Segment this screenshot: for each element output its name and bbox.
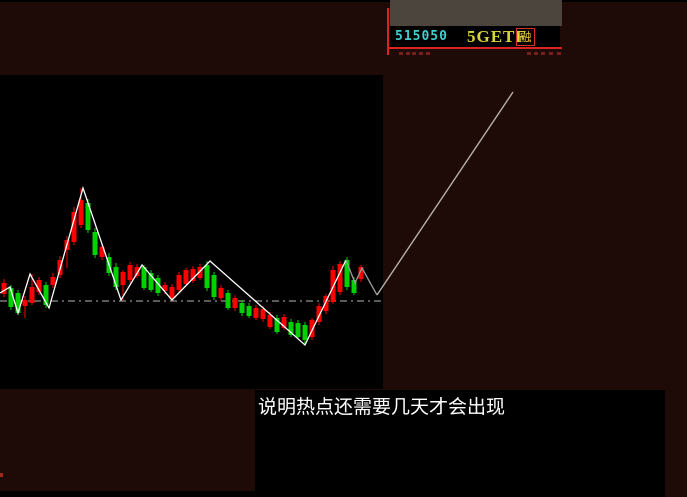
mini-tick bbox=[426, 52, 430, 55]
top-black-strip bbox=[0, 0, 687, 2]
annotation-note-panel: 说明热点还需要几天才会出现 bbox=[255, 390, 665, 497]
mini-tick bbox=[406, 52, 410, 55]
mini-tick bbox=[534, 52, 538, 55]
mini-tick bbox=[557, 52, 561, 55]
bottom-black-strip bbox=[0, 491, 665, 497]
note-text: 说明热点还需要几天才会出现 bbox=[258, 397, 506, 418]
mini-tick bbox=[419, 52, 423, 55]
mini-tick bbox=[412, 52, 416, 55]
quote-info-bar[interactable]: 515050 5GETF 融 bbox=[388, 26, 560, 47]
mini-tick bbox=[527, 52, 531, 55]
quote-red-underline bbox=[387, 47, 562, 49]
stock-name: 5GETF bbox=[467, 27, 527, 46]
quote-red-vertical-line bbox=[387, 8, 389, 55]
kline-chart-panel[interactable] bbox=[0, 75, 383, 389]
quote-window-titlebar[interactable] bbox=[390, 0, 562, 26]
left-edge-red-mark bbox=[0, 473, 3, 477]
margin-trading-badge: 融 bbox=[516, 28, 535, 46]
stock-code: 515050 bbox=[395, 29, 448, 44]
mini-tick bbox=[549, 52, 553, 55]
mini-tick bbox=[399, 52, 403, 55]
mini-tick bbox=[541, 52, 545, 55]
